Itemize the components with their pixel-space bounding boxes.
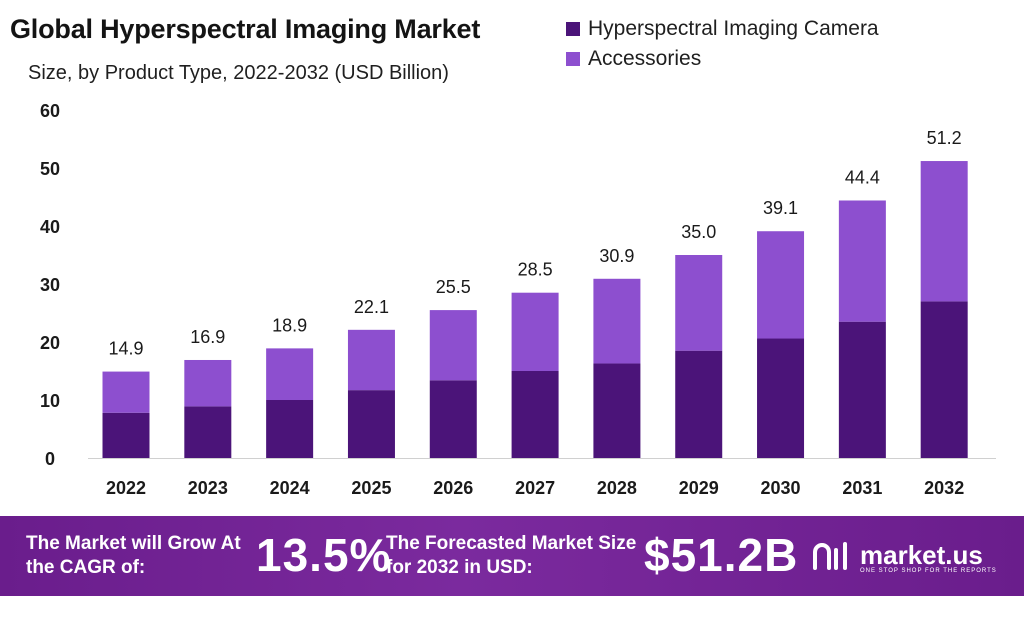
- bar-accessories: [266, 348, 314, 400]
- brand-tagline: ONE STOP SHOP FOR THE REPORTS: [860, 568, 997, 574]
- bar-camera: [675, 350, 723, 458]
- x-tick-label: 2026: [433, 478, 473, 498]
- data-label: 18.9: [272, 315, 307, 335]
- bar-camera: [920, 301, 968, 458]
- chart-legend: Hyperspectral Imaging Camera Accessories: [566, 14, 879, 74]
- x-tick-label: 2024: [270, 478, 310, 498]
- bar-accessories: [757, 231, 805, 339]
- y-tick-label: 10: [40, 391, 60, 411]
- brand-name: market.us: [860, 540, 983, 570]
- y-tick-label: 60: [40, 101, 60, 121]
- data-label: 44.4: [845, 167, 880, 187]
- legend-swatch-camera: [566, 22, 580, 36]
- data-label: 16.9: [190, 327, 225, 347]
- data-label: 28.5: [518, 260, 553, 280]
- x-tick-label: 2027: [515, 478, 555, 498]
- legend-item-accessories: Accessories: [566, 44, 879, 74]
- data-label: 30.9: [599, 246, 634, 266]
- x-tick-label: 2023: [188, 478, 228, 498]
- legend-swatch-accessories: [566, 52, 580, 66]
- x-tick-label: 2031: [842, 478, 882, 498]
- brand-logo[interactable]: market.us ONE STOP SHOP FOR THE REPORTS: [812, 538, 996, 574]
- x-tick-label: 2032: [924, 478, 964, 498]
- bar-camera: [593, 363, 641, 458]
- data-label: 35.0: [681, 222, 716, 242]
- x-tick-label: 2028: [597, 478, 637, 498]
- y-tick-label: 0: [45, 449, 55, 469]
- bar-accessories: [675, 255, 723, 351]
- y-tick-label: 50: [40, 159, 60, 179]
- data-label: 14.9: [108, 339, 143, 359]
- bar-camera: [102, 412, 150, 458]
- cagr-label: The Market will Grow At the CAGR of:: [26, 533, 241, 578]
- bar-camera: [429, 380, 477, 458]
- bar-accessories: [920, 161, 968, 302]
- x-tick-label: 2025: [351, 478, 391, 498]
- bar-camera: [184, 406, 232, 458]
- data-label: 25.5: [436, 277, 471, 297]
- bar-accessories: [429, 310, 477, 381]
- y-tick-label: 20: [40, 333, 60, 353]
- y-tick-label: 30: [40, 275, 60, 295]
- bar-accessories: [347, 329, 395, 391]
- bar-chart: 010203040506014.9202216.9202318.9202422.…: [40, 101, 996, 498]
- bar-accessories: [593, 278, 641, 364]
- bar-accessories: [838, 200, 886, 322]
- y-tick-label: 40: [40, 217, 60, 237]
- bar-accessories: [184, 359, 232, 407]
- forecast-value: $51.2B: [644, 529, 799, 581]
- x-tick-label: 2029: [679, 478, 719, 498]
- data-label: 39.1: [763, 198, 798, 218]
- x-tick-label: 2022: [106, 478, 146, 498]
- bar-camera: [511, 371, 559, 458]
- summary-banner: The Market will Grow At the CAGR of: 13.…: [0, 516, 1024, 596]
- cagr-value: 13.5%: [256, 529, 392, 581]
- legend-label-camera: Hyperspectral Imaging Camera: [588, 17, 879, 40]
- bar-camera: [266, 400, 314, 458]
- legend-label-accessories: Accessories: [588, 47, 702, 70]
- data-label: 51.2: [927, 128, 962, 148]
- bar-camera: [838, 321, 886, 458]
- forecast-label: The Forecasted Market Size for 2032 in U…: [386, 533, 637, 578]
- brand-mark-icon: [813, 542, 847, 570]
- bar-accessories: [102, 371, 150, 413]
- bar-accessories: [511, 292, 559, 371]
- bar-camera: [757, 338, 805, 458]
- bar-camera: [347, 390, 395, 458]
- x-tick-label: 2030: [761, 478, 801, 498]
- chart-title: Global Hyperspectral Imaging Market: [10, 14, 481, 44]
- data-label: 22.1: [354, 297, 389, 317]
- chart-subtitle: Size, by Product Type, 2022-2032 (USD Bi…: [28, 62, 449, 84]
- legend-item-camera: Hyperspectral Imaging Camera: [566, 14, 879, 44]
